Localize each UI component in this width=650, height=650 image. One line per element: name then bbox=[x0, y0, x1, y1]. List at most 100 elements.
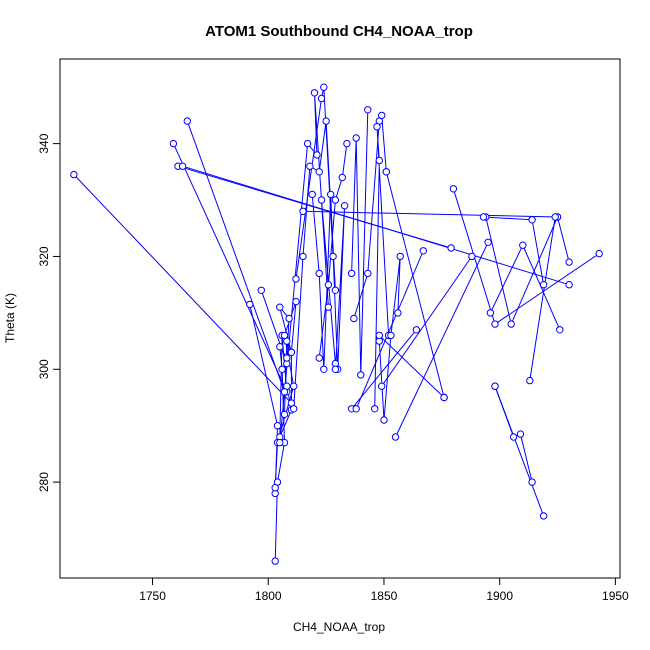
y-axis: 280 300 320 340 bbox=[37, 133, 61, 492]
data-point bbox=[331, 196, 340, 204]
data-point bbox=[324, 281, 333, 289]
data-point bbox=[378, 111, 386, 120]
data-point bbox=[303, 139, 312, 148]
data-point bbox=[246, 300, 254, 309]
series-line-11 bbox=[295, 87, 334, 280]
data-point bbox=[491, 320, 499, 328]
data-point bbox=[276, 343, 284, 351]
data-point bbox=[364, 269, 372, 278]
series-line-20 bbox=[355, 250, 424, 409]
data-point bbox=[528, 216, 536, 224]
series-line-5 bbox=[186, 120, 285, 392]
data-point bbox=[364, 106, 372, 114]
data-point bbox=[484, 238, 492, 247]
data-point bbox=[507, 320, 515, 328]
series-line-18 bbox=[351, 329, 417, 410]
data-point bbox=[290, 405, 298, 413]
data-point bbox=[313, 151, 321, 159]
data-point bbox=[468, 252, 476, 261]
data-point bbox=[280, 331, 289, 340]
x-tick-label: 1900 bbox=[486, 589, 513, 603]
data-point bbox=[280, 410, 289, 419]
data-point bbox=[287, 348, 296, 356]
data-point bbox=[491, 382, 499, 390]
data-point bbox=[375, 331, 383, 340]
data-point bbox=[271, 484, 279, 492]
series-line-15 bbox=[351, 109, 369, 375]
data-point bbox=[516, 430, 525, 438]
data-point bbox=[394, 309, 402, 317]
data-point bbox=[382, 168, 390, 176]
data-point bbox=[373, 123, 381, 131]
series-lines bbox=[73, 87, 600, 562]
data-point bbox=[539, 281, 548, 289]
data-point bbox=[283, 354, 291, 362]
series-line-21 bbox=[385, 171, 445, 398]
data-point bbox=[565, 258, 573, 266]
data-point bbox=[387, 331, 395, 340]
data-point bbox=[565, 281, 573, 289]
data-point bbox=[378, 382, 386, 390]
data-point bbox=[315, 168, 323, 176]
data-point bbox=[183, 117, 192, 125]
series-line-26 bbox=[485, 215, 570, 326]
series-line-24 bbox=[381, 256, 473, 387]
data-point bbox=[595, 249, 603, 258]
series-line-23 bbox=[395, 242, 489, 438]
data-point bbox=[396, 252, 404, 261]
data-point bbox=[178, 162, 187, 170]
data-point bbox=[343, 139, 351, 148]
series-points bbox=[70, 83, 603, 565]
data-point bbox=[276, 438, 284, 447]
series-line-29 bbox=[529, 216, 556, 381]
data-point bbox=[169, 139, 178, 148]
data-point bbox=[371, 405, 379, 413]
data-point bbox=[479, 213, 488, 221]
data-point bbox=[299, 207, 307, 216]
data-point bbox=[509, 433, 518, 441]
data-point bbox=[292, 297, 300, 306]
data-point bbox=[350, 314, 358, 323]
data-point bbox=[519, 241, 527, 249]
data-point bbox=[528, 478, 536, 486]
data-point bbox=[551, 213, 559, 221]
data-point bbox=[315, 269, 323, 278]
data-point bbox=[315, 354, 323, 362]
data-point bbox=[278, 365, 286, 373]
data-point bbox=[306, 162, 314, 170]
data-point bbox=[280, 388, 289, 396]
data-point bbox=[526, 376, 534, 385]
data-point bbox=[320, 83, 328, 91]
data-point bbox=[331, 365, 340, 373]
data-point bbox=[352, 134, 360, 142]
data-point bbox=[320, 365, 328, 373]
series-line-8 bbox=[274, 301, 297, 562]
series-line-2 bbox=[172, 143, 292, 438]
y-axis-label: Theta (K) bbox=[3, 293, 17, 343]
data-point bbox=[375, 156, 383, 165]
x-tick-label: 1750 bbox=[139, 589, 166, 603]
data-point bbox=[310, 89, 319, 97]
data-point bbox=[324, 303, 333, 311]
x-tick-label: 1950 bbox=[602, 589, 629, 603]
data-point bbox=[486, 309, 495, 317]
x-tick-label: 1800 bbox=[255, 589, 282, 603]
data-point bbox=[338, 173, 346, 182]
y-tick-label: 280 bbox=[37, 472, 51, 492]
data-point bbox=[257, 286, 265, 294]
data-point bbox=[391, 433, 400, 441]
series-line-4 bbox=[182, 165, 570, 286]
data-point bbox=[329, 252, 337, 261]
series-line-1 bbox=[73, 174, 292, 415]
data-point bbox=[317, 94, 326, 103]
data-point bbox=[331, 286, 340, 294]
data-point bbox=[290, 382, 298, 390]
data-point bbox=[285, 314, 293, 323]
data-point bbox=[380, 416, 388, 424]
y-tick-label: 300 bbox=[37, 359, 51, 379]
data-point bbox=[539, 512, 548, 520]
data-point bbox=[327, 190, 335, 199]
data-point bbox=[347, 269, 356, 278]
data-point bbox=[276, 303, 284, 311]
